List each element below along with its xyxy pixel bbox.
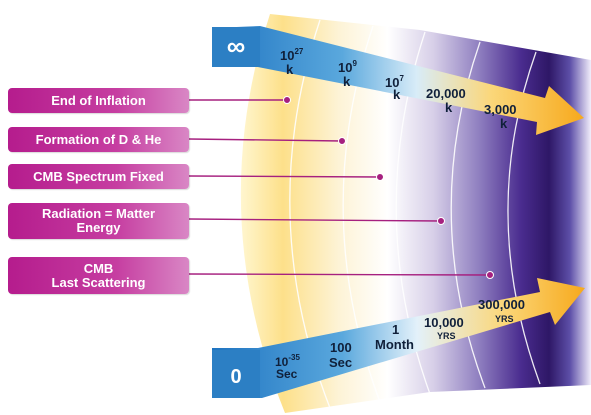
time-label: 10-35 Sec: [275, 349, 303, 381]
connector-line: [188, 218, 442, 222]
event-cmb-last-scattering: CMB Last Scattering: [8, 257, 189, 294]
time-arrow: [212, 278, 585, 398]
event-label: CMB Spectrum Fixed: [33, 168, 164, 184]
event-label: Last Scattering: [51, 274, 146, 290]
temp-label: 1027 k: [280, 42, 307, 77]
time-label: 10,000 YRS: [424, 315, 467, 341]
temp-label: 109 k: [338, 54, 361, 89]
connector-line: [188, 273, 491, 276]
infinity-symbol: ∞: [227, 31, 246, 61]
temperature-arrow: [212, 26, 584, 135]
zero-cap: [212, 350, 260, 398]
event-dot: [376, 173, 384, 181]
event-label: Formation of D & He: [35, 131, 162, 147]
event-dot: [283, 96, 291, 104]
temp-label: 3,000 k: [484, 102, 520, 131]
temp-label: 107 k: [385, 69, 408, 102]
connector-line: [188, 138, 343, 142]
event-connectors: [188, 99, 491, 276]
time-label: 100 Sec: [329, 340, 355, 370]
connector-line: [188, 175, 381, 178]
event-label: Energy: [76, 220, 121, 235]
time-label: 1 Month: [375, 322, 414, 352]
event-cmb-spectrum-fixed: CMB Spectrum Fixed: [8, 164, 189, 189]
event-end-of-inflation: End of Inflation: [8, 88, 189, 113]
event-dot: [437, 217, 445, 225]
event-dots: [283, 96, 494, 279]
temperature-labels: 1027 k 109 k 107 k 20,000 k 3,000 k: [280, 42, 520, 131]
event-dot: [338, 137, 346, 145]
time-label: 300,000 YRS: [478, 297, 529, 324]
event-label: End of Inflation: [51, 92, 146, 108]
event-label: Radiation = Matter: [41, 206, 156, 221]
event-dot: [486, 271, 494, 279]
event-radiation-matter: Radiation = Matter Energy: [8, 203, 189, 239]
infinity-cap: [212, 27, 260, 67]
time-labels: 10-35 Sec 100 Sec 1 Month 10,000 YRS 300…: [275, 297, 529, 381]
temp-label: 20,000 k: [426, 86, 469, 115]
event-formation-d-he: Formation of D & He: [8, 127, 189, 152]
event-label: CMB: [83, 260, 114, 276]
zero-symbol: 0: [230, 366, 241, 388]
